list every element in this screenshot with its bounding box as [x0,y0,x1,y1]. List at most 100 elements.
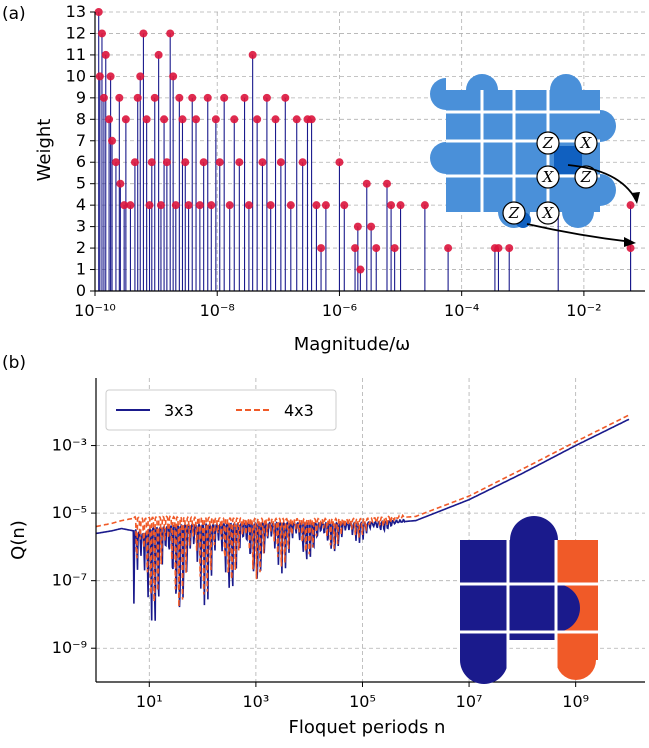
data-point [160,115,169,124]
a-ytick-label: 8 [76,109,86,128]
data-point [175,93,184,102]
a-xtick-label: 10⁻² [566,301,601,320]
data-point [111,158,120,167]
panel-b-lines [95,414,630,621]
data-point [626,244,635,253]
op-label-2: X [580,134,593,152]
data-point [126,201,135,210]
inset-b-right-bump [556,640,596,680]
data-point [108,136,117,145]
data-point [211,115,220,124]
data-point [505,244,514,253]
op-label-5: Z [508,204,520,222]
data-point [106,72,115,81]
data-point [130,158,139,167]
inset-a-right-bump-2 [600,174,616,206]
data-point [166,29,175,38]
data-point [286,201,295,210]
inset-a-left-bump-1 [430,78,446,110]
op-circle-2 [574,131,598,155]
data-point [115,93,124,102]
data-point [266,201,275,210]
data-point [94,8,103,16]
data-point [220,93,229,102]
arrow-lower-head [624,237,636,247]
inset-lattice-a: Z X X Z Z X [430,74,640,247]
a-xtick-label: 10⁻⁸ [200,301,235,320]
b-ytick-label: 10⁻⁵ [52,503,87,522]
data-point [147,158,156,167]
legend: 3x3 4x3 [105,389,337,431]
a-ytick-label: 2 [76,238,86,257]
data-point [372,244,381,253]
data-point [195,201,204,210]
data-point [420,201,429,210]
a-ytick-label: 10 [66,66,86,85]
inset-a-top-bump-1 [466,74,498,90]
data-point [444,244,453,253]
data-point [387,201,396,210]
a-ytick-label: 3 [76,217,86,236]
b-ytick-label: 10⁻⁹ [52,638,87,657]
panel-a-xlabel: Magnitude/ω [294,334,411,355]
legend-box [105,389,337,431]
data-point [154,50,163,59]
inset-a-bottom-bump-2 [562,212,594,228]
inset-b-left-bump [460,640,508,684]
data-point [244,201,253,210]
a-xtick-label: 10⁻⁶ [322,301,357,320]
a-ytick-label: 13 [66,2,86,21]
legend-label-4x3: 4x3 [284,401,314,420]
data-point [156,201,165,210]
op-circle-1 [536,131,560,155]
op-label-4: Z [580,168,592,186]
data-point [150,93,159,102]
data-point [199,158,208,167]
data-point [281,93,290,102]
data-point [271,115,280,124]
inset-lattice-b [460,516,598,684]
data-point [262,93,271,102]
panel-a-ylabel: Weight [34,119,55,182]
op-circle-6 [536,201,560,225]
data-point [178,115,187,124]
inset-a-top-bump-2 [550,74,582,90]
a-ytick-label: 12 [66,23,86,42]
data-point [390,244,399,253]
data-point [171,201,180,210]
series-line-4x3 [95,414,630,607]
data-point [356,265,365,274]
data-point [248,50,257,59]
a-ytick-label: 6 [76,152,86,171]
data-point [192,115,201,124]
op-label-1: Z [542,134,554,152]
panel-b: (b) 10⁻⁹ 10⁻⁷ 10⁻⁵ 10⁻³ 10¹ 10³ 10⁵ 10⁷ 10⁹ Floq… [2,353,645,738]
data-point [317,244,326,253]
a-ytick-label: 7 [76,131,86,150]
data-point [230,115,239,124]
data-point [101,50,110,59]
data-point [139,29,148,38]
data-point [626,201,635,210]
panel-label-a: (a) [2,4,26,24]
data-point [188,93,197,102]
op-circle-5 [502,201,526,225]
data-point [207,201,216,210]
data-point [120,201,129,210]
legend-label-3x3: 3x3 [164,401,194,420]
data-point [162,158,171,167]
data-point [184,201,193,210]
b-xtick-label: 10⁹ [562,692,589,711]
data-point [367,222,376,231]
panel-a-points [94,8,635,274]
a-ytick-label: 5 [76,174,86,193]
inset-b-mid-bump [556,584,580,632]
inset-a-right-bump-1 [600,110,616,142]
op-circle-3 [536,165,560,189]
data-point [321,201,330,210]
arrow-upper-head [631,192,640,204]
data-point [145,201,154,210]
data-point [235,158,244,167]
